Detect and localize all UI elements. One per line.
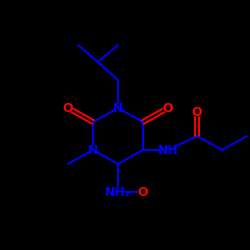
Text: N: N xyxy=(113,102,123,114)
Text: O: O xyxy=(192,106,202,118)
Text: NH: NH xyxy=(158,144,178,156)
Text: O: O xyxy=(138,186,148,198)
Text: NH₂: NH₂ xyxy=(105,186,131,198)
Text: O: O xyxy=(163,102,173,114)
Text: O: O xyxy=(63,102,73,114)
Text: N: N xyxy=(88,144,98,156)
